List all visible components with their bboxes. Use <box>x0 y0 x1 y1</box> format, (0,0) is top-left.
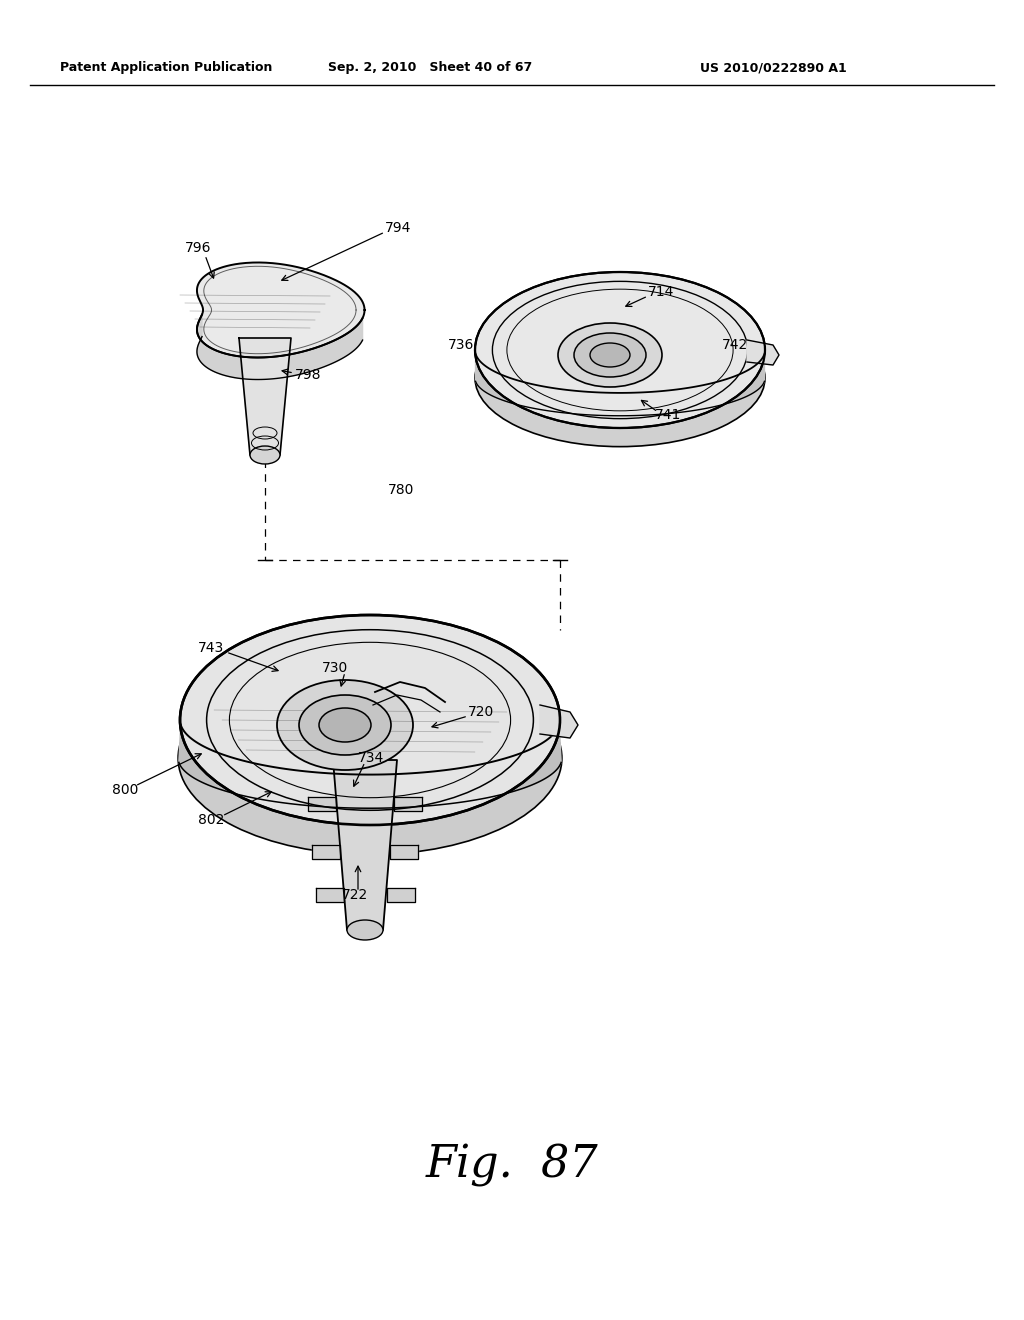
Ellipse shape <box>278 680 413 770</box>
Text: 722: 722 <box>342 888 369 902</box>
Text: Patent Application Publication: Patent Application Publication <box>60 62 272 74</box>
Polygon shape <box>197 314 362 380</box>
Text: 720: 720 <box>468 705 495 719</box>
Ellipse shape <box>574 333 646 378</box>
Text: 743: 743 <box>198 642 224 655</box>
Polygon shape <box>197 263 365 358</box>
Polygon shape <box>179 725 561 808</box>
Text: 741: 741 <box>655 408 681 422</box>
Text: 736: 736 <box>449 338 474 352</box>
Polygon shape <box>315 887 343 902</box>
Ellipse shape <box>590 343 630 367</box>
Polygon shape <box>394 797 422 812</box>
Ellipse shape <box>180 615 560 825</box>
Ellipse shape <box>250 446 280 465</box>
Text: 798: 798 <box>295 368 322 381</box>
Text: US 2010/0222890 A1: US 2010/0222890 A1 <box>700 62 847 74</box>
Polygon shape <box>390 845 418 859</box>
Text: 714: 714 <box>648 285 675 300</box>
Ellipse shape <box>347 920 383 940</box>
Ellipse shape <box>475 272 765 428</box>
Polygon shape <box>475 354 765 416</box>
Ellipse shape <box>475 309 765 446</box>
Text: 742: 742 <box>722 338 749 352</box>
Polygon shape <box>386 887 415 902</box>
Polygon shape <box>333 760 397 931</box>
Polygon shape <box>312 845 340 859</box>
Ellipse shape <box>319 708 371 742</box>
Ellipse shape <box>558 323 662 387</box>
Text: 796: 796 <box>185 242 212 255</box>
Text: 734: 734 <box>358 751 384 766</box>
Text: 730: 730 <box>322 661 348 675</box>
Ellipse shape <box>178 661 562 854</box>
Polygon shape <box>239 338 291 455</box>
Polygon shape <box>746 341 779 366</box>
Text: 802: 802 <box>198 813 224 828</box>
Text: 780: 780 <box>388 483 415 498</box>
Polygon shape <box>540 705 578 738</box>
Polygon shape <box>308 797 336 812</box>
Ellipse shape <box>299 696 391 755</box>
Text: 794: 794 <box>385 220 412 235</box>
Text: Sep. 2, 2010   Sheet 40 of 67: Sep. 2, 2010 Sheet 40 of 67 <box>328 62 532 74</box>
Text: Fig.  87: Fig. 87 <box>426 1143 598 1187</box>
Text: 800: 800 <box>112 783 138 797</box>
